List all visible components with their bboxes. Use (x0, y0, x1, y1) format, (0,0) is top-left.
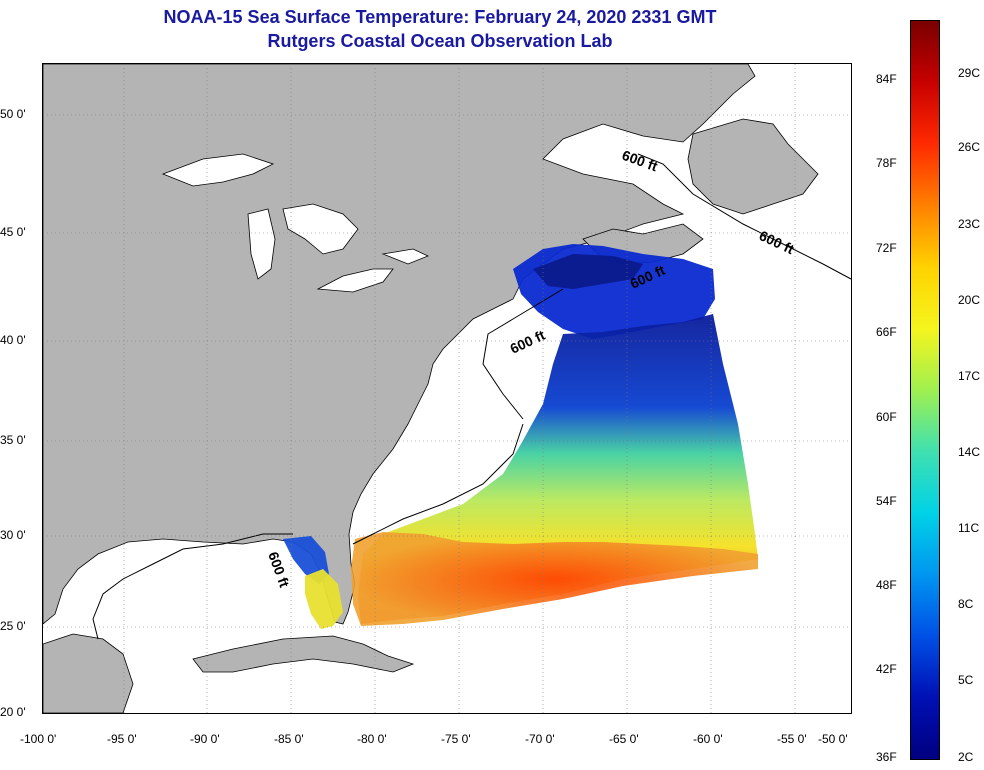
colorbar-f-label: 42F (876, 662, 897, 676)
colorbar-c-label: 29C (958, 66, 981, 80)
land-north-america (43, 64, 756, 625)
colorbar-c-label: 14C (958, 445, 981, 459)
colorbar-c-label: 5C (958, 673, 974, 687)
lat-tick-label: 45 0' (0, 225, 26, 239)
lon-tick-label: -60 0' (693, 732, 723, 746)
contour-label: 600 ft (265, 550, 293, 590)
lon-tick-label: -80 0' (357, 732, 387, 746)
colorbar-c-label: 26C (958, 140, 981, 154)
colorbar-f-label: 54F (876, 494, 897, 508)
map-title: NOAA-15 Sea Surface Temperature: Februar… (163, 7, 717, 27)
lon-tick-label: -85 0' (274, 732, 304, 746)
contour-label: 600 ft (508, 327, 548, 357)
lon-tick-label: -70 0' (525, 732, 555, 746)
colorbar-c-label: 2C (958, 750, 974, 764)
lon-tick-label: -65 0' (609, 732, 639, 746)
sst-gulf-stream (351, 532, 758, 626)
lat-tick-label: 25 0' (0, 619, 26, 633)
map-canvas: 600 ft 600 ft 600 ft 600 ft 600 ft (43, 64, 851, 713)
colorbar-f-label: 84F (876, 72, 897, 86)
lat-tick-label: 20 0' (0, 705, 26, 719)
colorbar-c-label: 8C (958, 597, 974, 611)
lat-tick-label: 35 0' (0, 433, 26, 447)
grid-lines (43, 64, 851, 713)
lon-tick-label: -75 0' (441, 732, 471, 746)
isobath-contours (92, 153, 851, 640)
land-cuba (192, 635, 415, 673)
contour-label: 600 ft (620, 147, 660, 175)
map-subtitle: Rutgers Coastal Ocean Observation Lab (267, 31, 613, 51)
colorbar-c-label: 20C (958, 293, 981, 307)
sst-florida-west-shelf (305, 569, 343, 629)
land-yucatan (43, 633, 134, 713)
sst-map: 600 ft 600 ft 600 ft 600 ft 600 ft (42, 63, 852, 714)
lat-tick-label: 50 0' (0, 107, 26, 121)
lake-superior (161, 153, 275, 187)
colorbar-f-label: 48F (876, 578, 897, 592)
temperature-colorbar (910, 20, 940, 760)
colorbar-c-label: 23C (958, 217, 981, 231)
colorbar-f-label: 72F (876, 241, 897, 255)
colorbar-f-label: 78F (876, 156, 897, 170)
lon-tick-label: -50 0' (818, 732, 848, 746)
lat-tick-label: 30 0' (0, 528, 26, 542)
contour-label: 600 ft (757, 227, 797, 257)
lon-tick-label: -100 0' (20, 732, 57, 746)
lake-michigan-huron (247, 203, 359, 280)
lon-tick-label: -55 0' (777, 732, 807, 746)
sst-gulf-of-maine-dark (533, 254, 643, 289)
colorbar-c-label: 17C (958, 369, 981, 383)
colorbar-f-label: 66F (876, 325, 897, 339)
lake-erie-ontario (316, 248, 430, 293)
lat-tick-label: 40 0' (0, 333, 26, 347)
colorbar-c-label: 11C (958, 521, 980, 535)
lon-tick-label: -95 0' (107, 732, 137, 746)
land-newfoundland (687, 118, 819, 215)
colorbar-f-label: 60F (876, 410, 897, 424)
lon-tick-label: -90 0' (190, 732, 220, 746)
colorbar-f-label: 36F (876, 750, 897, 764)
